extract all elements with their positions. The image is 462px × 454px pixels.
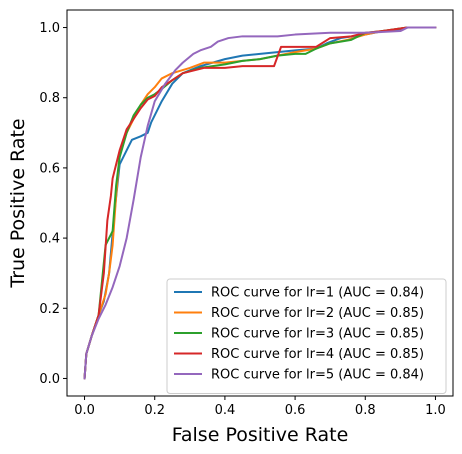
legend-label: ROC curve for lr=1 (AUC = 0.84) [211, 286, 424, 301]
series-line-lr4 [83, 26, 437, 380]
x-tick-label: 0.6 [285, 403, 306, 418]
x-tick-label: 0.4 [215, 403, 236, 418]
y-tick-label: 0.6 [39, 161, 60, 176]
legend-box [166, 278, 447, 394]
y-axis-ticks: 0.0 0.2 0.4 0.6 0.8 1.0 [39, 21, 67, 387]
legend-label: ROC curve for lr=4 (AUC = 0.85) [211, 347, 424, 362]
x-tick-label: 0.8 [355, 403, 376, 418]
legend-label: ROC curve for lr=5 (AUC = 0.84) [211, 368, 424, 383]
x-tick-label: 1.0 [425, 403, 446, 418]
y-tick-label: 0.0 [39, 372, 60, 387]
y-tick-label: 0.4 [39, 232, 60, 247]
y-tick-label: 0.2 [39, 302, 60, 317]
y-tick-label: 1.0 [39, 21, 60, 36]
legend: ROC curve for lr=1 (AUC = 0.84) ROC curve… [166, 278, 447, 394]
x-axis-label: False Positive Rate [172, 424, 349, 446]
legend-label: ROC curve for lr=3 (AUC = 0.85) [211, 327, 424, 342]
x-axis-ticks: 0.0 0.2 0.4 0.6 0.8 1.0 [74, 396, 446, 418]
series-line-lr5 [83, 26, 437, 380]
x-tick-label: 0.0 [74, 403, 95, 418]
axes-frame [66, 9, 454, 397]
legend-label: ROC curve for lr=2 (AUC = 0.85) [211, 306, 424, 321]
y-tick-label: 0.8 [39, 91, 60, 106]
x-tick-label: 0.2 [144, 403, 165, 418]
series-layer [83, 26, 437, 380]
y-axis-label: True Positive Rate [7, 118, 29, 288]
